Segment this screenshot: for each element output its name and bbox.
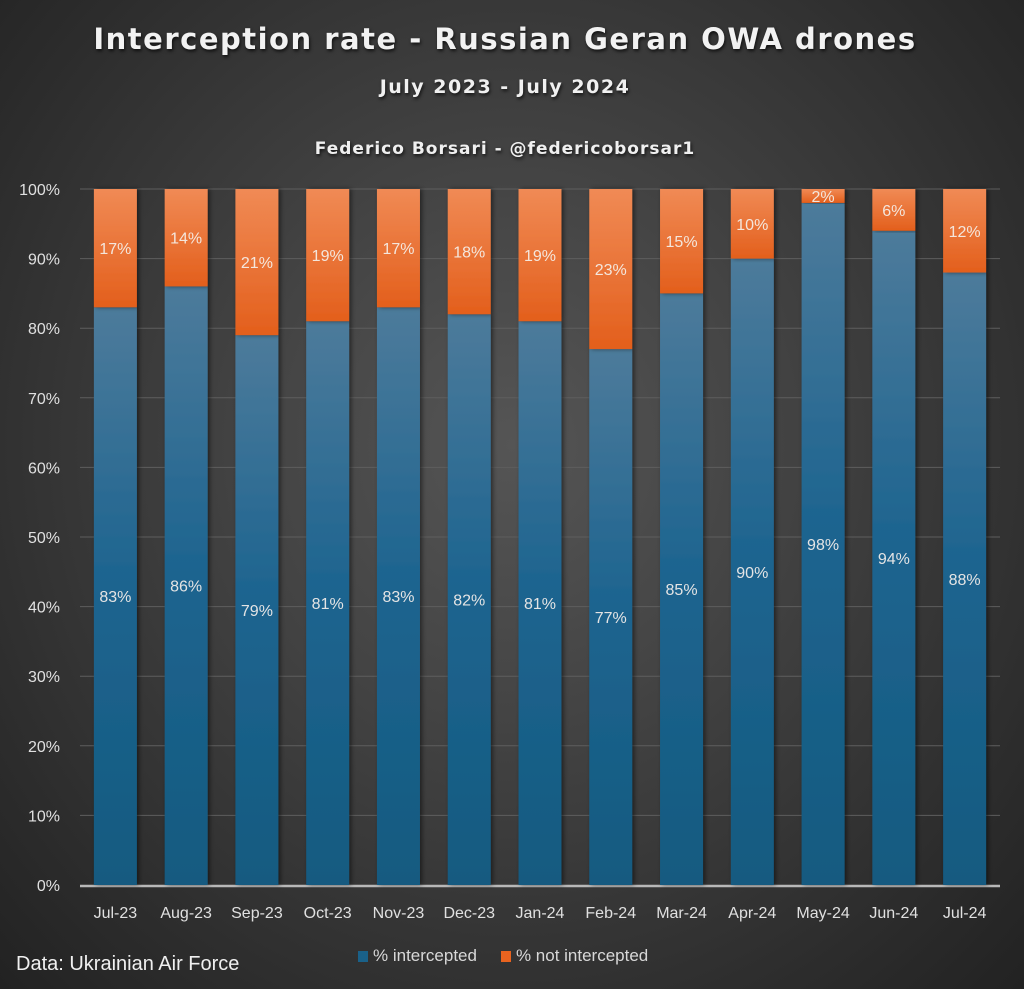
data-label-not-intercepted: 2%	[812, 189, 835, 206]
y-tick-label: 40%	[28, 600, 60, 617]
chart-author: Federico Borsari - @federicoborsar1	[314, 139, 696, 159]
x-tick-label: May-24	[796, 905, 849, 922]
bar-intercepted	[872, 230, 916, 885]
bar-intercepted	[518, 321, 562, 885]
data-label-intercepted: 88%	[949, 572, 981, 589]
data-label-not-intercepted: 12%	[949, 224, 981, 241]
data-label-intercepted: 79%	[241, 603, 273, 620]
data-label-intercepted: 82%	[453, 593, 485, 610]
x-tick-label: Aug-23	[160, 905, 212, 922]
bar-not-intercepted	[660, 189, 704, 294]
data-label-intercepted: 85%	[666, 582, 698, 599]
legend-swatch-intercepted	[358, 950, 368, 962]
bar-not-intercepted	[93, 189, 137, 308]
bar-intercepted	[235, 335, 279, 885]
x-tick-label: Dec-23	[443, 905, 495, 922]
data-label-intercepted: 83%	[382, 589, 414, 606]
data-label-not-intercepted: 10%	[736, 217, 768, 234]
bar-not-intercepted	[306, 189, 350, 322]
x-tick-label: Feb-24	[585, 905, 636, 922]
bar-not-intercepted	[943, 189, 987, 273]
x-tick-label: Sep-23	[231, 905, 283, 922]
bar-intercepted	[93, 307, 137, 885]
y-tick-label: 80%	[28, 321, 60, 338]
data-label-not-intercepted: 19%	[312, 248, 344, 265]
y-axis-tick-labels: 0% 10% 20% 30% 40% 50% 60% 70% 80% 90% 100%	[19, 182, 60, 895]
x-tick-label: Jun-24	[869, 905, 918, 922]
data-label-not-intercepted: 21%	[241, 255, 273, 272]
legend: % intercepted % not intercepted	[358, 946, 648, 966]
data-label-not-intercepted: 17%	[99, 241, 131, 258]
data-label-intercepted: 81%	[312, 596, 344, 613]
bar-not-intercepted	[730, 189, 774, 259]
legend-label-intercepted: % intercepted	[373, 946, 477, 965]
legend-item-not-intercepted: % not intercepted	[500, 946, 649, 966]
data-label-not-intercepted: 17%	[382, 241, 414, 258]
y-tick-label: 10%	[28, 808, 60, 825]
bar-not-intercepted	[235, 189, 279, 336]
bar-not-intercepted	[872, 189, 916, 231]
y-tick-label: 60%	[28, 460, 60, 477]
data-label-intercepted: 83%	[99, 589, 131, 606]
data-labels: 83% 17% 86% 14% 79% 21% 81% 19% 83% 17% 82% 18% 81% 1…	[99, 189, 980, 627]
data-label-not-intercepted: 18%	[453, 245, 485, 262]
legend-label-not-intercepted: % not intercepted	[515, 946, 649, 965]
bar-intercepted	[447, 314, 491, 885]
bars	[93, 189, 987, 886]
y-tick-label: 70%	[28, 391, 60, 408]
y-tick-label: 30%	[28, 669, 60, 686]
bar-not-intercepted	[164, 189, 208, 287]
bar-not-intercepted	[447, 189, 491, 315]
data-label-not-intercepted: 14%	[170, 231, 202, 248]
bar-not-intercepted	[589, 189, 633, 350]
bar-intercepted	[164, 286, 208, 885]
x-axis-tick-labels: Jul-23 Aug-23 Sep-23 Oct-23 Nov-23 Dec-23 Jan-…	[94, 905, 987, 922]
data-label-intercepted: 81%	[524, 596, 556, 613]
bar-intercepted	[376, 307, 420, 885]
bar-intercepted	[943, 272, 987, 885]
x-tick-label: Nov-23	[373, 905, 425, 922]
data-label-not-intercepted: 19%	[524, 248, 556, 265]
y-tick-label: 90%	[28, 252, 60, 269]
legend-swatch-not-intercepted	[500, 950, 511, 962]
y-tick-label: 100%	[19, 182, 60, 199]
bar-not-intercepted	[801, 189, 845, 203]
y-tick-label: 0%	[37, 878, 60, 895]
bar-intercepted	[306, 321, 350, 885]
x-tick-label: Apr-24	[728, 905, 776, 922]
data-label-not-intercepted: 15%	[666, 234, 698, 251]
y-tick-label: 50%	[28, 530, 60, 547]
data-label-intercepted: 98%	[807, 537, 839, 554]
data-label-intercepted: 94%	[878, 551, 910, 568]
x-tick-label: Jul-23	[94, 905, 138, 922]
bar-intercepted	[660, 293, 704, 885]
x-tick-label: Mar-24	[656, 905, 707, 922]
data-label-not-intercepted: 23%	[595, 262, 627, 279]
data-label-intercepted: 90%	[736, 565, 768, 582]
bar-not-intercepted	[518, 189, 562, 322]
bar-not-intercepted	[376, 189, 420, 308]
bar-intercepted	[589, 349, 633, 886]
y-tick-label: 20%	[28, 739, 60, 756]
data-source-note: Data: Ukrainian Air Force	[16, 953, 240, 975]
data-label-intercepted: 77%	[595, 610, 627, 627]
x-tick-label: Jul-24	[943, 905, 987, 922]
x-tick-label: Oct-23	[304, 905, 352, 922]
x-tick-label: Jan-24	[516, 905, 565, 922]
chart-title: Interception rate - Russian Geran OWA dr…	[93, 22, 917, 56]
legend-item-intercepted: % intercepted	[358, 946, 477, 966]
chart-subtitle: July 2023 - July 2024	[379, 76, 631, 98]
bar-intercepted	[801, 202, 845, 886]
data-label-not-intercepted: 6%	[882, 203, 905, 220]
data-label-intercepted: 86%	[170, 579, 202, 596]
bar-intercepted	[730, 258, 774, 886]
